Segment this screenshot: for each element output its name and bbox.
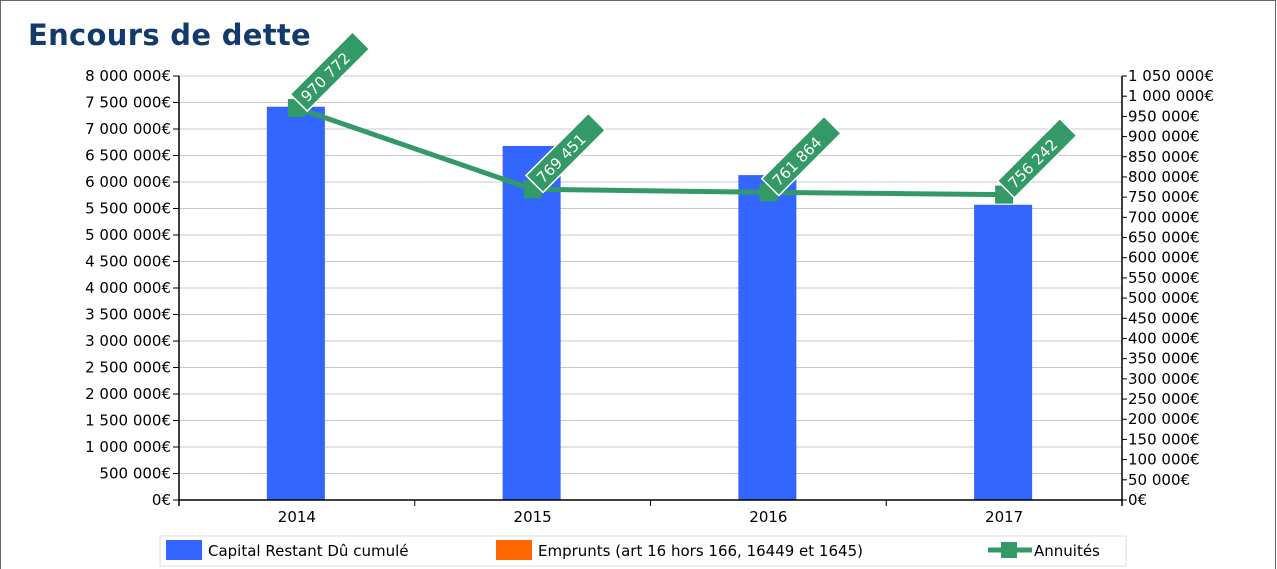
left-axis-tick-label: 2 500 000€: [85, 359, 171, 377]
axes: 0€ 500 000€ 1 000 000€ 1 500 000€ 2 000 000€…: [85, 67, 1214, 526]
legend: Capital Restant Dû cumulé Emprunts (art 1…: [159, 535, 1127, 567]
legend-box: [159, 535, 1127, 567]
right-axis-tick-label: 350 000€: [1128, 350, 1200, 368]
legend-label: Emprunts (art 16 hors 166, 16449 et 1645…: [538, 542, 863, 560]
left-axis-tick-label: 7 000 000€: [85, 120, 171, 138]
bar-capital-restant-du[interactable]: [974, 204, 1033, 501]
right-axis-tick-label: 750 000€: [1128, 188, 1200, 206]
left-axis-tick-label: 1 500 000€: [85, 412, 171, 430]
x-axis-category-label: 2014: [278, 508, 316, 526]
right-axis-tick-label: 0€: [1128, 491, 1147, 509]
left-axis-tick-label: 2 000 000€: [85, 385, 171, 403]
data-label-text: 756 242: [1005, 136, 1062, 193]
right-axis-tick-label: 700 000€: [1128, 208, 1200, 226]
left-axis-tick-label: 4 000 000€: [85, 279, 171, 297]
left-axis-tick-label: 6 500 000€: [85, 147, 171, 165]
data-label-background: [524, 112, 607, 194]
data-label-text: 761 864: [769, 133, 826, 190]
right-axis-tick-label: 950 000€: [1128, 107, 1200, 125]
left-axis-tick-label: 7 500 000€: [85, 94, 171, 112]
x-axis-category-label: 2017: [985, 508, 1023, 526]
legend-label: Annuités: [1034, 542, 1100, 560]
annuites-data-label: 756 242: [996, 117, 1078, 199]
right-axis-tick-label: 600 000€: [1128, 249, 1200, 267]
right-axis-tick-label: 400 000€: [1128, 329, 1200, 347]
left-axis-tick-label: 3 500 000€: [85, 306, 171, 324]
legend-marker: [1001, 542, 1017, 558]
x-axis-category-label: 2015: [514, 508, 552, 526]
right-axis-tick-label: 1 050 000€: [1128, 67, 1214, 85]
right-axis-tick-label: 900 000€: [1128, 128, 1200, 146]
annuites-line: [287, 98, 1014, 204]
right-axis-tick-label: 150 000€: [1128, 430, 1200, 448]
right-axis-tick-label: 50 000€: [1128, 471, 1190, 489]
bar-capital-restant-du[interactable]: [502, 145, 561, 500]
right-axis-tick-label: 450 000€: [1128, 309, 1200, 327]
left-axis-tick-label: 0€: [152, 491, 171, 509]
left-axis-tick-label: 500 000€: [99, 465, 171, 483]
bar-capital-restant-du[interactable]: [266, 106, 325, 501]
x-axis-category-label: 2016: [749, 508, 787, 526]
right-axis-tick-label: 1 000 000€: [1128, 87, 1214, 105]
data-label-background: [996, 117, 1078, 199]
annuites-series-line: [296, 105, 1005, 198]
right-axis-tick-label: 550 000€: [1128, 269, 1200, 287]
left-axis-tick-label: 4 500 000€: [85, 253, 171, 271]
left-axis-tick-label: 8 000 000€: [85, 67, 171, 85]
data-label-text: 970 772: [297, 49, 354, 106]
left-axis-tick-label: 5 500 000€: [85, 200, 171, 218]
legend-swatch: [496, 540, 532, 560]
data-label-background: [289, 30, 371, 113]
gridlines: [179, 75, 1122, 474]
right-axis-tick-label: 300 000€: [1128, 370, 1200, 388]
right-axis-tick-label: 650 000€: [1128, 229, 1200, 247]
legend-label: Capital Restant Dû cumulé: [208, 542, 408, 560]
right-axis-tick-label: 250 000€: [1128, 390, 1200, 408]
right-axis-tick-label: 100 000€: [1128, 451, 1200, 469]
legend-swatch: [166, 540, 202, 560]
bars: [266, 106, 1033, 501]
left-axis-tick-label: 5 000 000€: [85, 226, 171, 244]
left-axis-tick-label: 3 000 000€: [85, 332, 171, 350]
right-axis-tick-label: 500 000€: [1128, 289, 1200, 307]
right-axis-tick-label: 850 000€: [1128, 148, 1200, 166]
chart-title: Encours de dette: [28, 18, 312, 52]
left-axis-tick-label: 6 000 000€: [85, 173, 171, 191]
left-axis-tick-label: 1 000 000€: [85, 438, 171, 456]
right-axis-tick-label: 800 000€: [1128, 168, 1200, 186]
right-axis-tick-label: 200 000€: [1128, 410, 1200, 428]
bar-capital-restant-du[interactable]: [738, 175, 797, 501]
data-label-background: [760, 115, 843, 197]
annuites-data-label: 970 772: [289, 30, 371, 113]
